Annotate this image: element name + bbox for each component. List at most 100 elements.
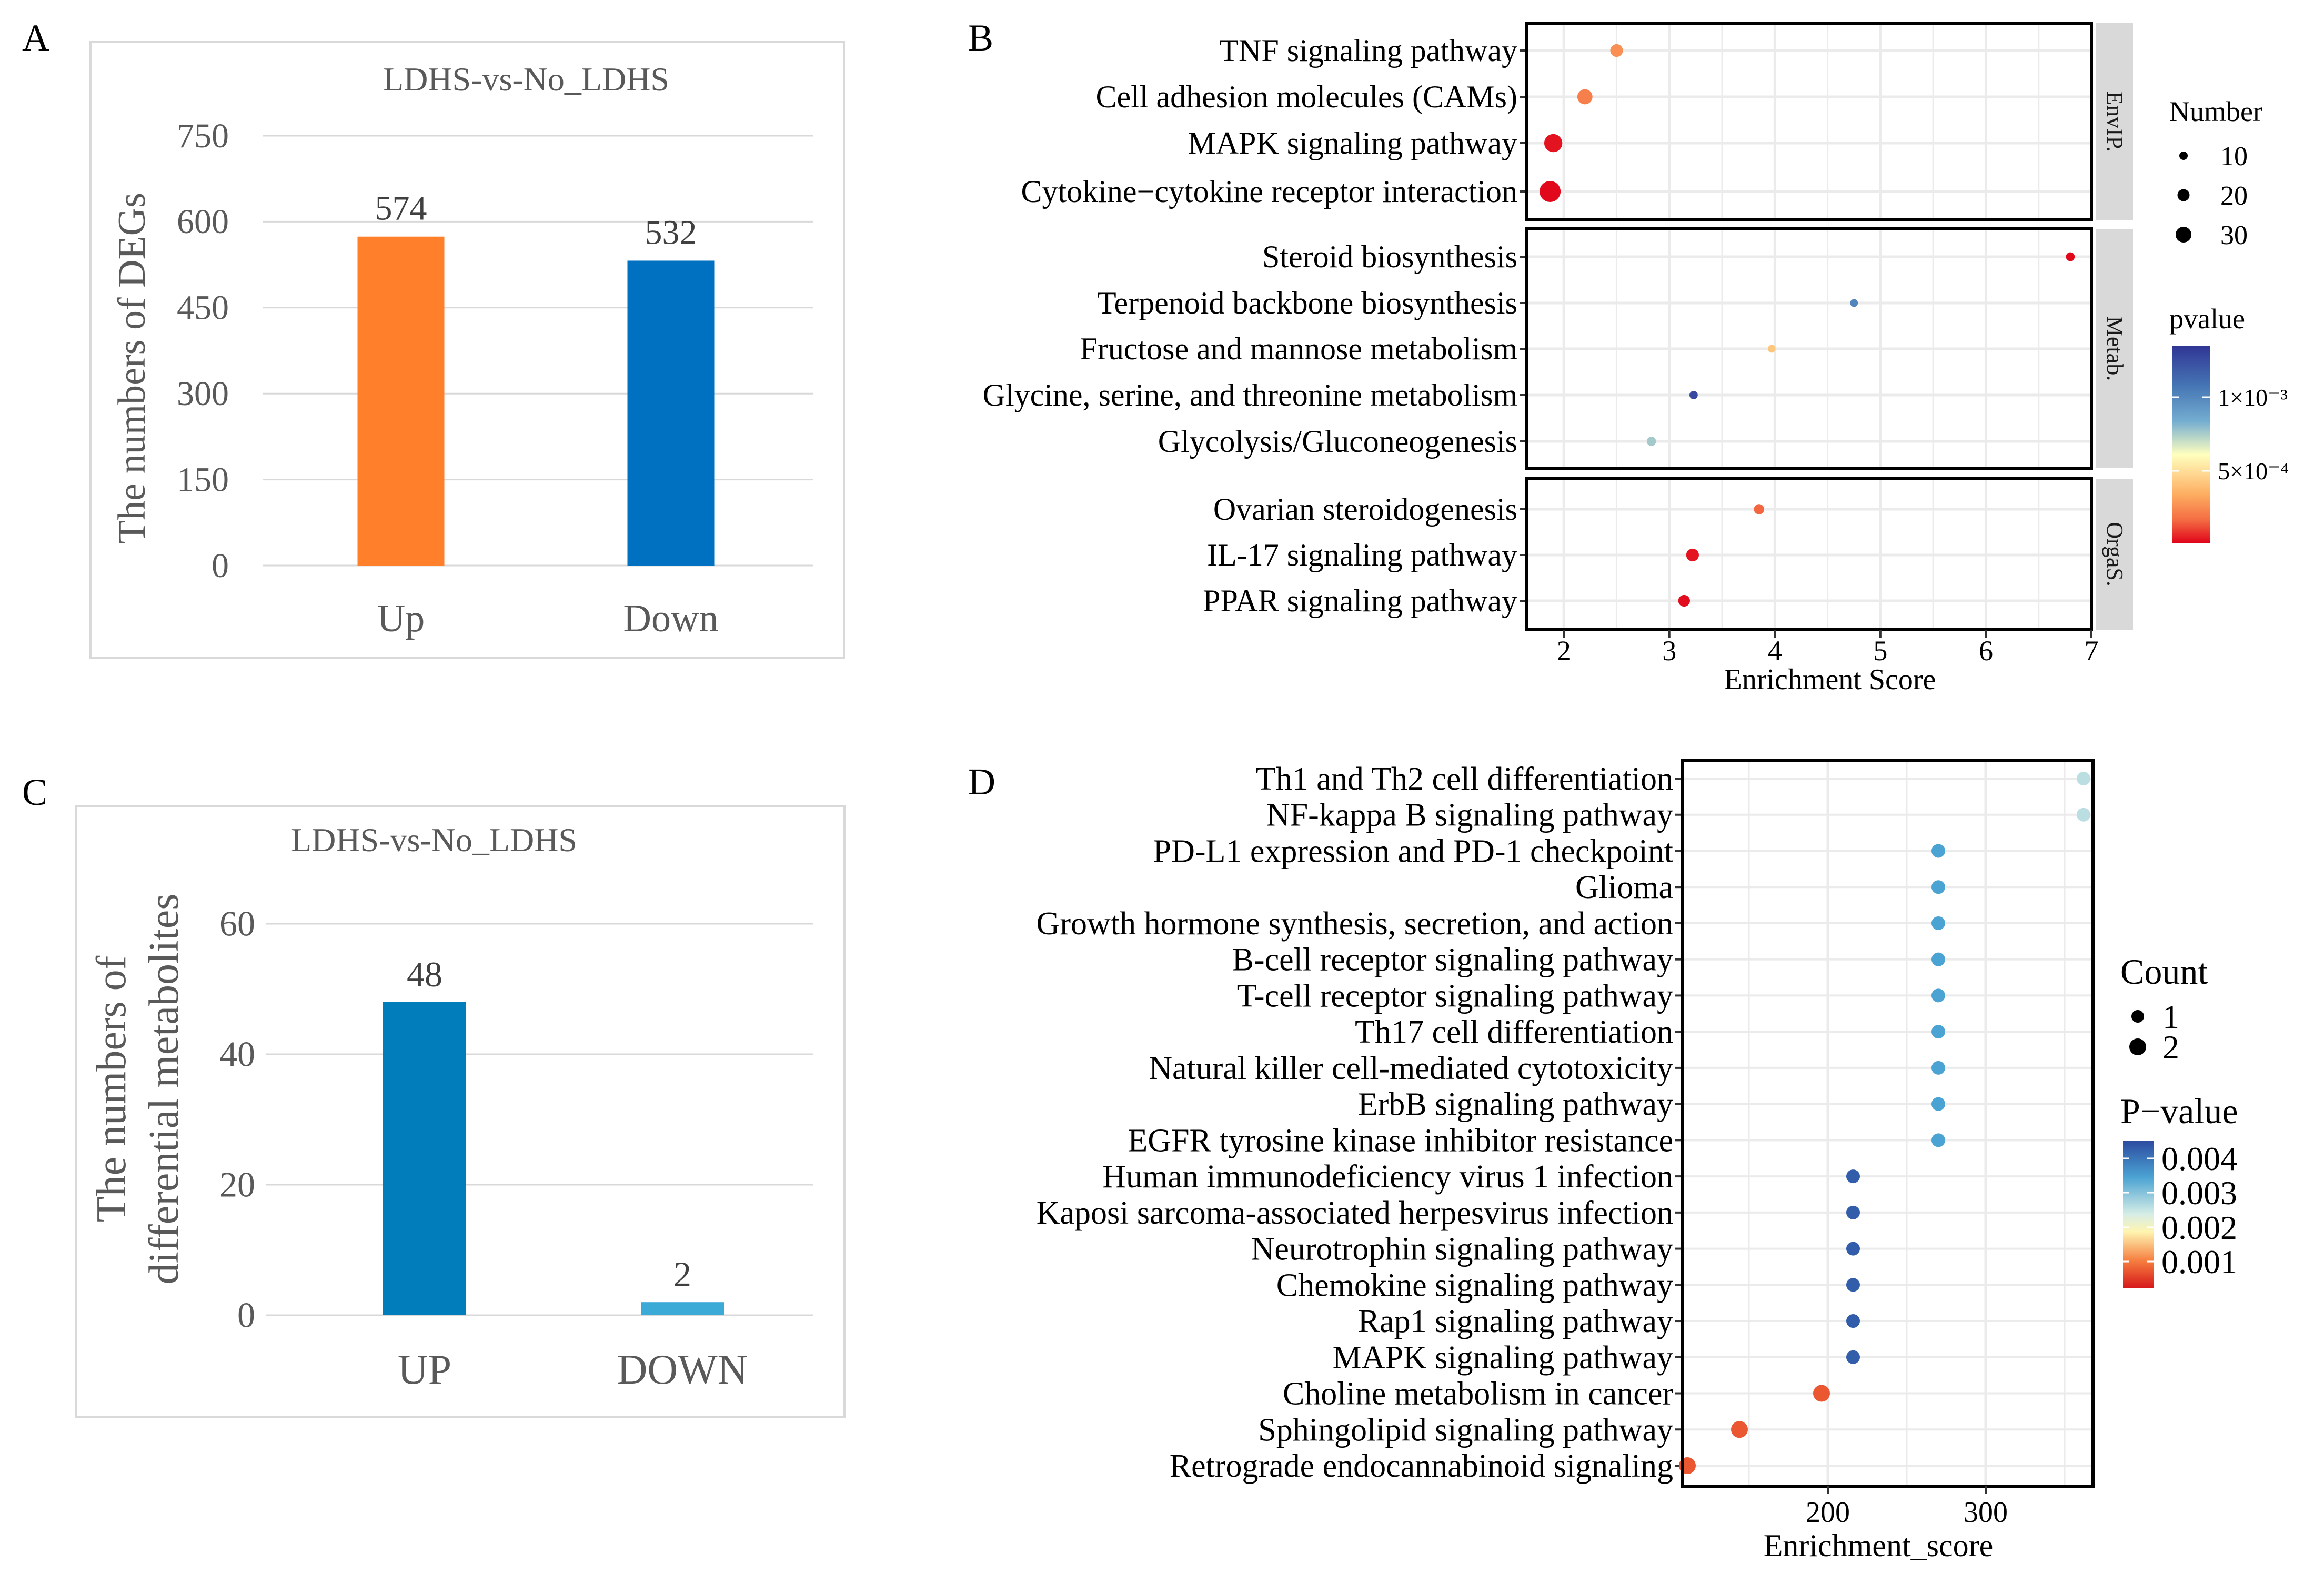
panel-d-point xyxy=(1931,1061,1945,1075)
panel-a-frame xyxy=(89,41,845,659)
panel-d-point xyxy=(1731,1421,1748,1438)
panel-d-legend-size-label: 2 xyxy=(2162,1028,2179,1066)
panel-d-point xyxy=(2077,808,2090,822)
panel-d-term-label: NF-kappa B signaling pathway xyxy=(1266,798,1673,833)
panel-label-a: A xyxy=(22,17,49,59)
a-y-tick-label: 0 xyxy=(212,547,229,585)
panel-b-x-tick-label: 3 xyxy=(1662,635,1676,667)
panel-d-plot-border xyxy=(1681,759,2095,1488)
panel-c-chart: LDHS-vs-No_LDHS The numbers of different… xyxy=(75,805,846,1418)
panel-a-y-axis-label: The numbers of DEGs xyxy=(110,193,154,544)
panel-d-term-label: MAPK signaling pathway xyxy=(1332,1340,1673,1376)
panel-b-term-label: Glycine, serine, and threonine metabolis… xyxy=(983,378,1517,412)
panel-b-point xyxy=(2066,252,2075,261)
panel-d-point xyxy=(1931,988,1945,1003)
panel-b-term-label: Glycolysis/Gluconeogenesis xyxy=(1158,424,1517,459)
panel-b-colorbar-label: 1×10⁻³ xyxy=(2218,384,2288,411)
a-y-tick-label: 750 xyxy=(177,117,229,155)
panel-label-b: B xyxy=(968,17,993,59)
panel-b-term-label: Terpenoid backbone biosynthesis xyxy=(1097,286,1517,320)
panel-b-point xyxy=(1850,299,1858,307)
panel-d-point xyxy=(1846,1278,1860,1292)
panel-d-legend-color-title: P−value xyxy=(2120,1091,2238,1131)
panel-b-legend-size-label: 10 xyxy=(2220,142,2248,171)
panel-d-term-label: Neurotrophin signaling pathway xyxy=(1251,1232,1673,1267)
panel-b-facet-orgas: Ovarian steroidogenesis IL-17 signaling p… xyxy=(1203,477,2133,631)
panel-d-term-label: Sphingolipid signaling pathway xyxy=(1258,1412,1673,1448)
panel-b-x-tick-label: 2 xyxy=(1557,635,1571,667)
panel-d-point xyxy=(2077,772,2090,785)
c-x-category-label: DOWN xyxy=(617,1347,748,1393)
panel-b-strip xyxy=(2096,479,2133,630)
panel-d-legend-size-dot xyxy=(2131,1010,2144,1023)
panel-label-d: D xyxy=(968,761,995,803)
panel-b-point xyxy=(1610,44,1623,57)
panel-d-point xyxy=(1846,1314,1860,1328)
panel-b-x-axis-title: Enrichment Score xyxy=(1724,663,1936,696)
panel-d-point xyxy=(1846,1242,1860,1256)
panel-d-term-label: B-cell receptor signaling pathway xyxy=(1232,942,1673,978)
a-bar-down xyxy=(627,260,715,566)
panel-d-colorbar xyxy=(2123,1141,2154,1288)
a-bar-data-label: 532 xyxy=(645,213,697,251)
panel-b-legend-size-dot xyxy=(2177,189,2190,201)
panel-b-strip xyxy=(2096,23,2133,220)
panel-d-term-label: Th1 and Th2 cell differentiation xyxy=(1256,761,1673,797)
a-bar-data-label: 574 xyxy=(375,189,427,228)
panel-d-legend-size-dot xyxy=(2129,1038,2146,1055)
panel-d-term-label: T-cell receptor signaling pathway xyxy=(1237,978,1673,1014)
panel-c-y-axis-label-line2: differential metabolites xyxy=(141,894,187,1285)
panel-c-y-axis-label: The numbers of differential metabolites xyxy=(88,894,187,1285)
panel-c-title: LDHS-vs-No_LDHS xyxy=(291,821,577,859)
panel-b-colorbar xyxy=(2172,346,2210,543)
panel-d-term-label: Glioma xyxy=(1575,870,1673,905)
panel-d-term-label: ErbB signaling pathway xyxy=(1358,1087,1673,1123)
panel-b-term-label: Cytokine−cytokine receptor interaction xyxy=(1021,174,1517,209)
c-y-tick-label: 20 xyxy=(219,1164,255,1204)
panel-b-point xyxy=(1544,134,1563,153)
panel-d-point xyxy=(1846,1169,1860,1184)
a-y-tick-label: 150 xyxy=(177,460,229,499)
panel-b-legend-size-label: 20 xyxy=(2220,181,2248,211)
panel-b-strip-label: Metab. xyxy=(2102,316,2128,381)
panel-b-facet-border xyxy=(1525,227,2093,470)
panel-b-strip-label: EnvIP. xyxy=(2102,91,2128,152)
panel-b-legend-size-dot xyxy=(2176,227,2191,243)
panel-d-point xyxy=(1931,952,1945,966)
panel-b-facet-envip: TNF signaling pathway Cell adhesion molec… xyxy=(1021,22,2133,221)
panel-b-chart: TNF signaling pathway Cell adhesion molec… xyxy=(983,22,2289,696)
panel-d-chart: Th1 and Th2 cell differentiationNF-kappa… xyxy=(1037,759,2238,1563)
panel-d-term-label: Natural killer cell-mediated cytotoxicit… xyxy=(1149,1051,1673,1086)
panel-d-colorbar-label: 0.001 xyxy=(2161,1243,2237,1280)
panel-d-x-tick-label: 300 xyxy=(1964,1496,2008,1529)
c-y-tick-label: 40 xyxy=(219,1034,255,1074)
panel-d-point xyxy=(1846,1205,1860,1219)
panel-d-x-tick-label: 200 xyxy=(1806,1496,1850,1529)
panel-b-term-label: Ovarian steroidogenesis xyxy=(1213,492,1517,527)
panel-b-point xyxy=(1767,345,1776,353)
panel-d-point xyxy=(1931,880,1945,894)
panel-b-legend-size-label: 30 xyxy=(2220,220,2248,250)
panel-d-point xyxy=(1931,1097,1945,1111)
panel-b-legend-size-title: Number xyxy=(2169,96,2262,127)
panel-b-point xyxy=(1686,548,1699,562)
panel-d-term-label: Retrograde endocannabinoid signaling xyxy=(1170,1448,1673,1484)
panel-b-strip xyxy=(2096,229,2133,468)
panel-b-point xyxy=(1577,89,1593,105)
panel-b-term-label: TNF signaling pathway xyxy=(1219,33,1517,68)
panel-b-term-label: PPAR signaling pathway xyxy=(1203,583,1517,618)
panel-d-colorbar-label: 0.002 xyxy=(2161,1209,2237,1246)
panel-b-colorbar-label: 5×10⁻⁴ xyxy=(2218,458,2289,485)
panel-b-legend-color-title: pvalue xyxy=(2169,303,2245,335)
panel-d-point xyxy=(1931,844,1945,858)
panel-b-legend-size-dot xyxy=(2179,152,2188,160)
panel-b-facet-border xyxy=(1525,477,2093,631)
panel-b-term-label: MAPK signaling pathway xyxy=(1188,126,1517,160)
panel-d-term-label: Rap1 signaling pathway xyxy=(1358,1304,1673,1339)
panel-d-point xyxy=(1931,916,1945,930)
panel-b-x-tick-label: 6 xyxy=(1979,635,1993,667)
panel-b-point xyxy=(1540,181,1561,202)
a-x-category-label: Up xyxy=(377,597,425,640)
panel-b-point xyxy=(1646,437,1656,446)
